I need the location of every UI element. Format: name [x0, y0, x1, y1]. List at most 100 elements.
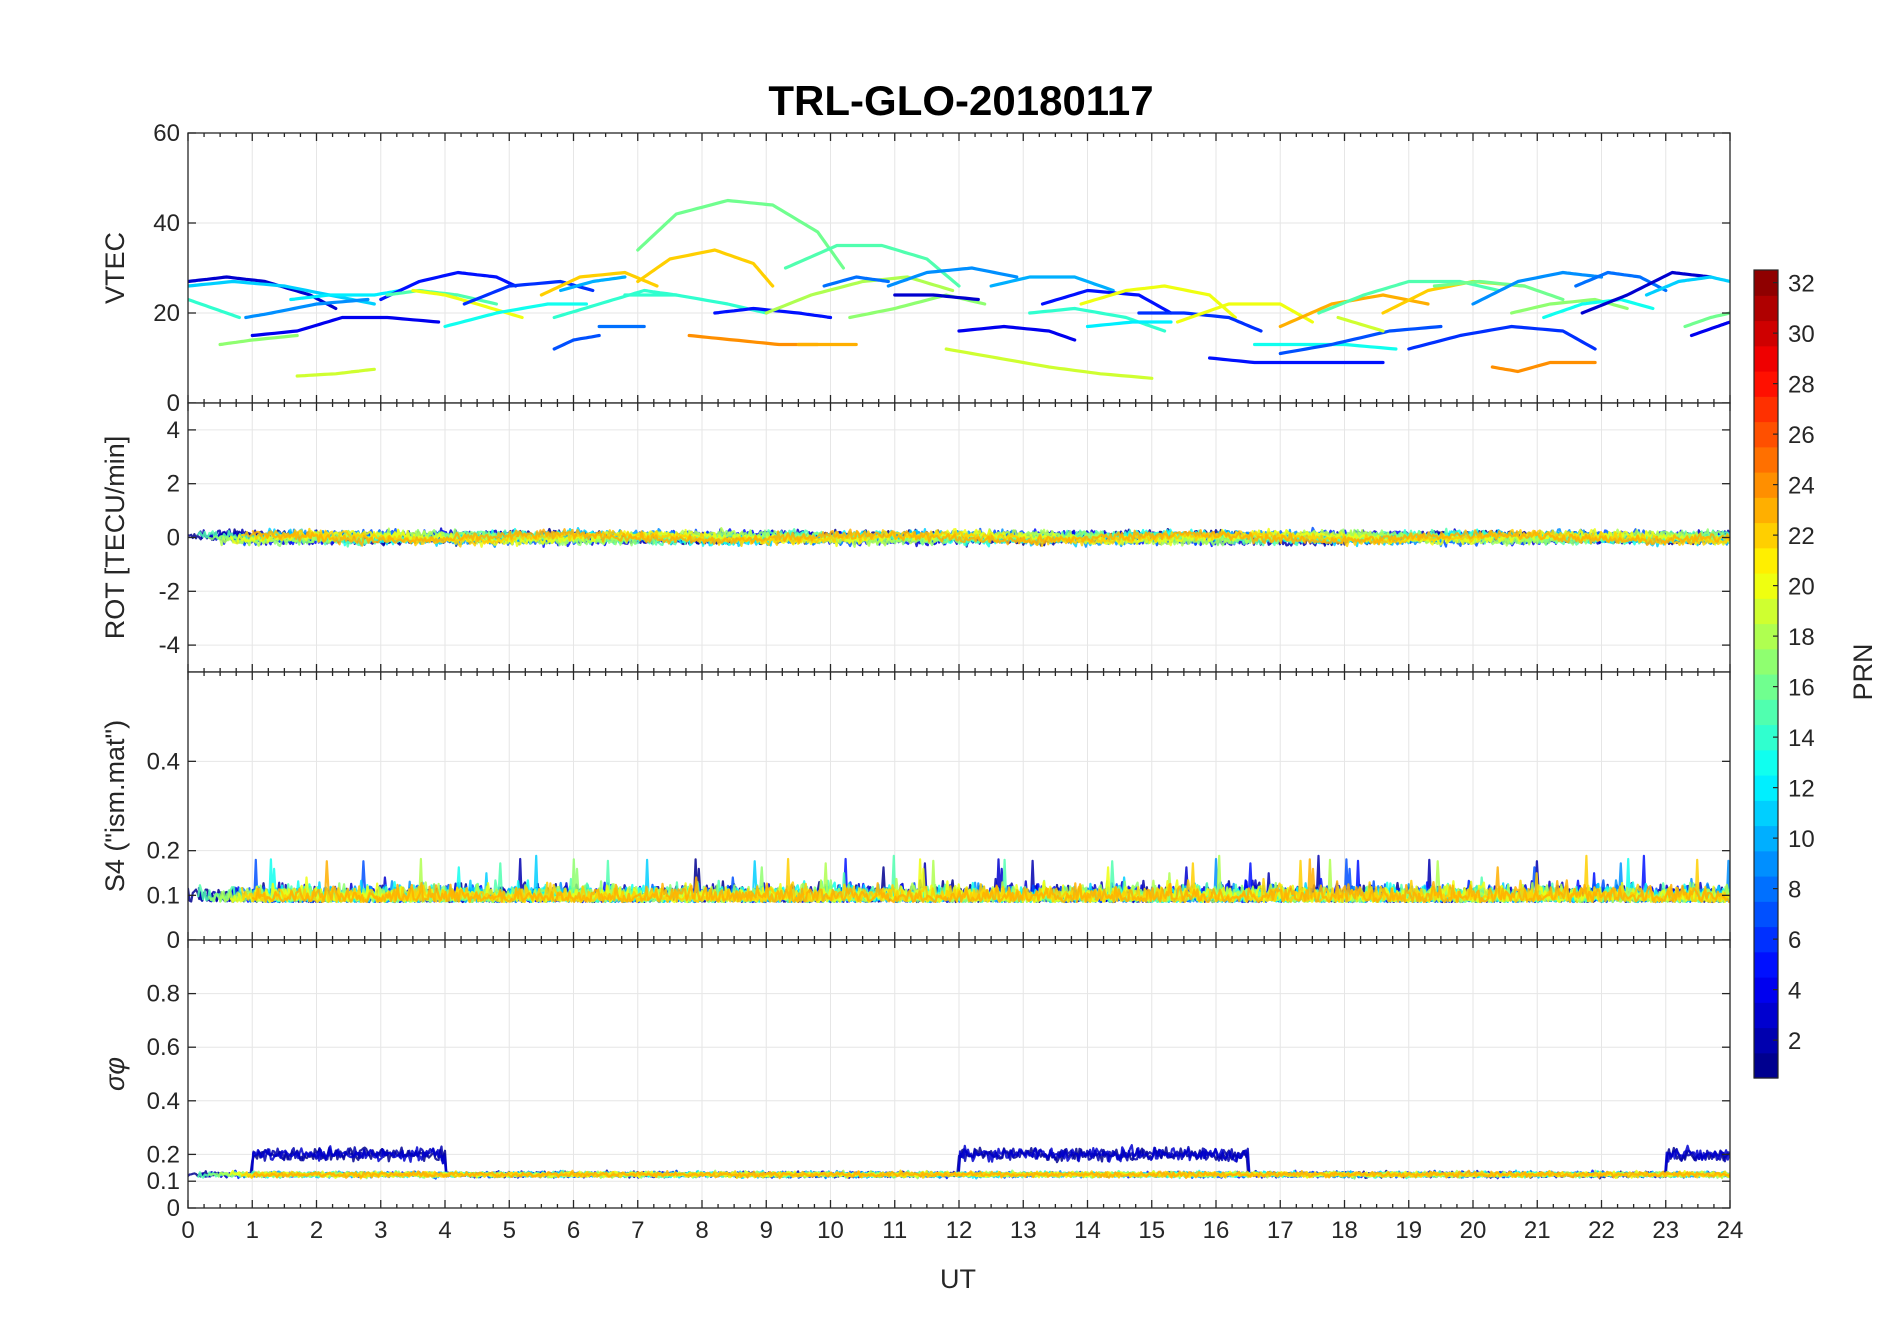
panel-sigma_phi: 00.10.2 0.4 0.6 0.8 σφ — [100, 939, 1731, 1222]
y-tick-label: 60 — [153, 120, 180, 147]
vtec-trace-prn-13 — [1542, 297, 1655, 320]
colorbar-tick-label: 28 — [1788, 372, 1815, 399]
colorbar-tick-label: 24 — [1788, 473, 1815, 500]
colorbar-tick-label: 30 — [1788, 321, 1815, 348]
vtec-trace-prn-3 — [1580, 270, 1713, 315]
panel-ticks — [187, 672, 1731, 941]
colorbar-swatch — [1754, 396, 1778, 423]
chart-title: TRL-GLO-20180117 — [768, 77, 1153, 124]
y-tick-label: 4 — [167, 417, 180, 444]
x-tick-label: 14 — [1074, 1217, 1101, 1244]
y-tick-label: 0.2 — [147, 838, 180, 865]
x-tick-label: 22 — [1588, 1217, 1615, 1244]
y-axis-label-vtec: VTEC — [100, 232, 130, 304]
colorbar-tick-label: 12 — [1788, 776, 1815, 803]
colorbar-tick-label: 26 — [1788, 422, 1815, 449]
panel-ticks — [187, 132, 1731, 404]
colorbar-tick-label: 22 — [1788, 523, 1815, 550]
x-tick-label: 20 — [1460, 1217, 1487, 1244]
y-axis-label-sigma_phi: σφ — [100, 1057, 130, 1091]
y-tick-label: 0.4 — [147, 748, 180, 775]
vtec-trace-prn-5 — [379, 270, 518, 302]
x-tick-label: 23 — [1652, 1217, 1679, 1244]
x-tick-label: 1 — [246, 1217, 259, 1244]
y-tick-label: 0.1 — [147, 882, 180, 909]
y-tick-label: 20 — [153, 300, 180, 327]
vtec-trace-prn-9 — [886, 266, 1019, 288]
x-tick-label: 5 — [503, 1217, 516, 1244]
vtec-trace-prn-17 — [1510, 297, 1629, 315]
panel-data — [188, 1144, 1730, 1180]
colorbar-tick-label: 18 — [1788, 624, 1815, 651]
x-tick-label: 9 — [760, 1217, 773, 1244]
y-tick-label: 0.8 — [147, 981, 180, 1008]
colorbar-swatch — [1754, 901, 1778, 928]
x-tick-label: 21 — [1524, 1217, 1551, 1244]
vtec-trace-prn-17 — [218, 333, 299, 347]
colorbar-tick-label: 2 — [1788, 1028, 1801, 1055]
vtec-trace-prn-22 — [636, 248, 775, 288]
vtec-trace-prn-10 — [989, 275, 1115, 293]
vtec-trace-prn-20 — [1175, 302, 1314, 324]
colorbar-swatch — [1754, 749, 1778, 776]
vtec-trace-prn-10 — [559, 275, 627, 293]
y-tick-label: 2 — [167, 471, 180, 498]
colorbar-tick-label: 14 — [1788, 725, 1815, 752]
vtec-trace-prn-15 — [1317, 279, 1501, 315]
vtec-trace-prn-13 — [1253, 342, 1398, 351]
colorbar-swatch — [1754, 699, 1778, 726]
x-tick-label: 3 — [374, 1217, 387, 1244]
colorbar-swatch — [1754, 1002, 1778, 1029]
vtec-trace-prn-12 — [289, 288, 402, 302]
vtec-trace-prn-23 — [1278, 293, 1430, 329]
vtec-trace-prn-16 — [636, 198, 845, 270]
x-tick-label: 4 — [438, 1217, 451, 1244]
panel-data — [188, 198, 1730, 380]
vtec-trace-prn-6 — [1137, 311, 1263, 333]
y-axis-label-s4: S4 ("ism.mat") — [100, 720, 130, 892]
x-tick-label: 6 — [567, 1217, 580, 1244]
colorbar-tick-label: 32 — [1788, 271, 1815, 298]
vtec-trace-prn-8 — [822, 275, 890, 288]
colorbar-label: PRN — [1848, 643, 1878, 700]
vtec-trace-prn-12 — [1085, 320, 1173, 329]
y-axis-label-rot: ROT [TECU/min] — [100, 436, 130, 640]
vtec-trace-prn-4 — [1689, 320, 1730, 338]
y-tick-label: 0.2 — [147, 1141, 180, 1168]
x-tick-label: 7 — [631, 1217, 644, 1244]
x-tick-label: 18 — [1331, 1217, 1358, 1244]
vtec-trace-prn-16 — [1683, 311, 1730, 329]
y-tick-label: 0.1 — [147, 1168, 180, 1195]
vtec-trace-prn-19 — [295, 367, 376, 378]
y-tick-label: 0.6 — [147, 1034, 180, 1061]
x-tick-label: 16 — [1203, 1217, 1230, 1244]
vtec-trace-prn-7 — [1278, 324, 1443, 356]
x-tick-label: 17 — [1267, 1217, 1294, 1244]
vtec-trace-prn-7 — [552, 333, 601, 351]
colorbar-swatch — [1754, 345, 1778, 372]
x-tick-label: 10 — [817, 1217, 844, 1244]
panel-rot: -4 -2 0 2 4 ROT [TECU/min] — [100, 402, 1731, 673]
vtec-trace-prn-3 — [188, 275, 338, 311]
colorbar-tick-label: 8 — [1788, 877, 1801, 904]
panel-s4: 0 0.1 0.2 0.4 S4 ("ism.mat") — [100, 671, 1731, 954]
x-tick-label: 15 — [1138, 1217, 1165, 1244]
x-tick-label: 11 — [882, 1217, 907, 1244]
panel-data — [188, 854, 1730, 904]
vtec-trace-prn-11 — [1644, 275, 1730, 297]
vtec-trace-prn-9 — [1471, 270, 1604, 306]
vtec-trace-prn-4 — [957, 324, 1077, 342]
x-axis-label: UT — [940, 1264, 976, 1294]
vtec-trace-prn-14 — [188, 297, 241, 320]
vtec-trace-prn-19 — [1336, 315, 1385, 333]
colorbar-swatch — [1754, 497, 1778, 524]
y-tick-label: -4 — [159, 632, 180, 659]
y-tick-label: 0 — [167, 1195, 180, 1222]
colorbar-swatch — [1754, 547, 1778, 574]
x-tick-label: 12 — [946, 1217, 973, 1244]
colorbar-swatch — [1754, 295, 1778, 322]
title-layer: TRL-GLO-20180117 — [768, 77, 1153, 124]
